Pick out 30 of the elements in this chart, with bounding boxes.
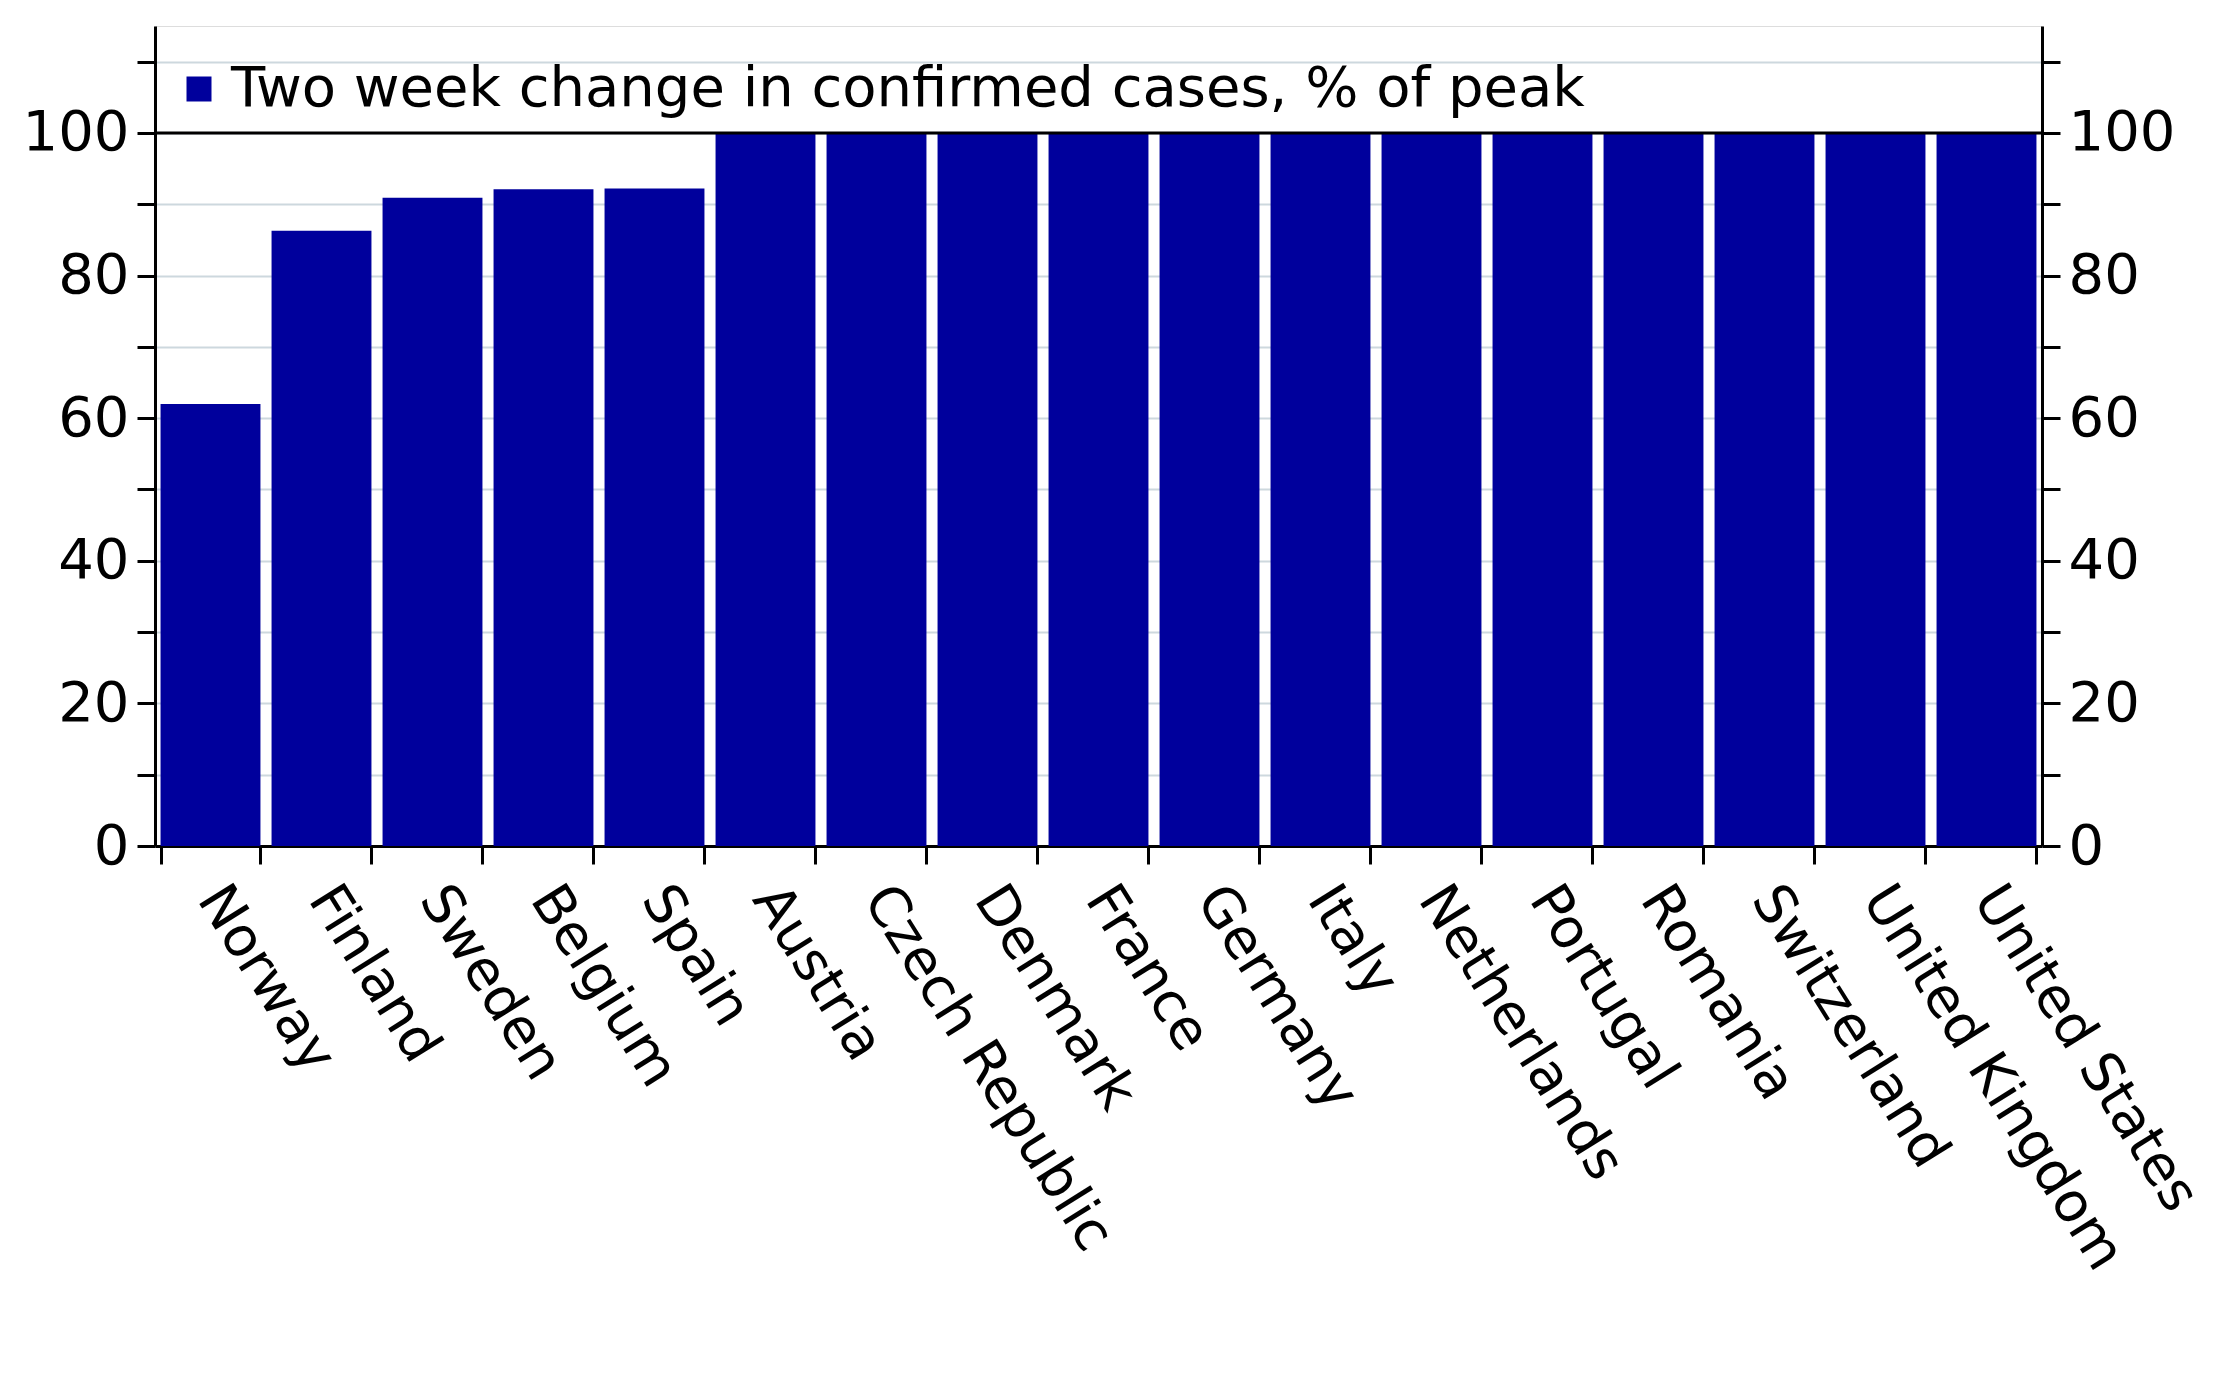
bar	[271, 230, 372, 846]
y2-tick-label: 20	[2068, 668, 2140, 734]
bar	[1714, 132, 1815, 846]
bar	[1603, 132, 1704, 846]
y2-tick-label: 0	[2068, 811, 2105, 877]
bar	[1159, 132, 1260, 846]
y2-tick-label: 60	[2068, 383, 2140, 449]
y2-tick-label: 80	[2068, 241, 2140, 307]
y-tick-label: 20	[58, 668, 130, 734]
y2-tick-label: 40	[2068, 526, 2140, 592]
bar	[1048, 132, 1149, 846]
bar	[1492, 132, 1593, 846]
y-tick-label: 40	[58, 526, 130, 592]
y-tick-label: 60	[58, 383, 130, 449]
bar	[1825, 132, 1926, 846]
bar	[1381, 132, 1482, 846]
bar	[826, 132, 927, 846]
y-tick-label: 100	[22, 98, 130, 164]
bar	[1270, 132, 1371, 846]
bar	[493, 189, 594, 846]
y2-tick-label: 100	[2068, 98, 2176, 164]
bar	[160, 403, 261, 846]
y-tick-label: 80	[58, 241, 130, 307]
bar	[937, 132, 1038, 846]
bar	[715, 132, 816, 846]
bar	[1936, 132, 2037, 846]
bar	[382, 197, 483, 846]
bar	[604, 188, 705, 846]
legend-label: Two week change in confirmed cases, % of peak	[230, 54, 1586, 119]
y-tick-label: 0	[93, 811, 130, 877]
